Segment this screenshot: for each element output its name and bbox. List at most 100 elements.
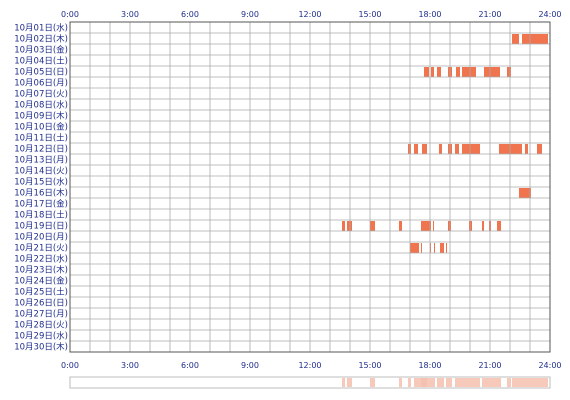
activity-bar [433,221,434,231]
summary-strip-segment [507,378,511,387]
day-label: 10月03日(金) [14,45,68,56]
activity-bar [507,67,511,77]
activity-bar [430,243,431,253]
summary-strip-segment [414,378,427,387]
bottom-tick-label: 18:00 [418,361,441,370]
activity-bars [342,34,548,253]
day-label: 10月01日(水) [14,23,68,34]
activity-bar [399,221,402,231]
day-label: 10月22日(水) [14,254,68,265]
top-tick-label: 3:00 [121,10,139,19]
top-tick-label: 21:00 [478,10,501,19]
day-label: 10月28日(火) [14,321,68,331]
summary-strip-segment [482,378,501,387]
summary-strip-segment [370,378,375,387]
activity-bar [497,221,501,231]
activity-bar [469,221,472,231]
bottom-tick-label: 24:00 [538,361,561,370]
top-tick-label: 15:00 [358,10,381,19]
day-label: 10月12日(日) [14,145,68,155]
day-label: 10月13日(月) [14,156,68,166]
activity-bar [462,144,480,154]
activity-bar [455,144,459,154]
bottom-tick-label: 0:00 [61,361,79,370]
summary-strip-segment [408,378,411,387]
activity-bar [439,144,442,154]
activity-bar [422,144,427,154]
day-label: 10月23日(木) [14,265,68,276]
activity-bar [434,243,435,253]
summary-strip-segment [342,378,345,387]
activity-bar [347,221,352,231]
activity-bar [519,188,531,198]
day-label: 10月18日(土) [14,210,68,221]
day-label: 10月06日(月) [14,79,68,89]
top-tick-label: 18:00 [418,10,441,19]
bottom-tick-label: 3:00 [121,361,139,370]
activity-bar [424,67,429,77]
activity-bar [512,34,519,44]
day-labels: 10月01日(水)10月02日(木)10月03日(金)10月04日(土)10月0… [14,23,68,353]
day-label: 10月02日(木) [14,34,68,45]
activity-bar [462,67,476,77]
summary-strip-frame [69,376,551,389]
summary-strip-segment [437,378,444,387]
day-label: 10月21日(火) [14,244,68,254]
day-label: 10月11日(土) [14,133,68,144]
day-label: 10月05日(日) [14,68,68,78]
activity-bar [537,144,542,154]
activity-bar [408,144,411,154]
summary-strip-segment [512,378,548,387]
activity-bar [410,243,419,253]
day-label: 10月27日(月) [14,310,68,320]
activity-bar [522,34,548,44]
day-label: 10月14日(火) [14,167,68,177]
bottom-x-axis: 0:00 3:00 6:00 9:00 12:00 15:00 18:00 21:00 24:0… [61,361,562,370]
day-label: 10月24日(金) [14,276,68,287]
activity-bar [414,144,418,154]
day-label: 10月20日(月) [14,233,68,243]
top-tick-label: 24:00 [538,10,561,19]
plot-border [69,21,551,353]
day-label: 10月17日(金) [14,199,68,210]
bottom-tick-label: 12:00 [298,361,321,370]
summary-strip-segment [399,378,402,387]
summary-strip-segment [347,378,352,387]
activity-bar [482,221,484,231]
activity-bar [421,243,422,253]
top-tick-label: 9:00 [241,10,259,19]
top-tick-label: 0:00 [61,10,79,19]
activity-bar [525,144,528,154]
activity-bar [448,221,451,231]
activity-bar [370,221,375,231]
day-label: 10月25日(土) [14,287,68,298]
activity-bar [437,67,441,77]
summary-strip-segment [421,378,435,387]
bottom-tick-label: 21:00 [478,361,501,370]
activity-bar [456,67,460,77]
activity-bar [446,243,447,253]
day-label: 10月19日(日) [14,222,68,232]
activity-bar [342,221,345,231]
activity-bar [421,221,431,231]
day-label: 10月29日(水) [14,331,68,342]
day-label: 10月26日(日) [14,299,68,309]
day-label: 10月08日(水) [14,100,68,111]
day-label: 10月10日(金) [14,122,68,133]
top-tick-label: 12:00 [298,10,321,19]
day-label: 10月15日(水) [14,177,68,188]
summary-strip [342,378,548,387]
day-label: 10月09日(木) [14,111,68,122]
top-tick-label: 6:00 [181,10,199,19]
bottom-tick-label: 9:00 [241,361,259,370]
summary-strip-segment [446,378,452,387]
bottom-tick-label: 15:00 [358,361,381,370]
bottom-tick-label: 6:00 [181,361,199,370]
summary-strip-segment [455,378,480,387]
day-label: 10月04日(土) [14,56,68,67]
day-label: 10月07日(火) [14,90,68,100]
day-label: 10月30日(木) [14,342,68,353]
activity-bar [484,67,500,77]
activity-bar [431,67,434,77]
